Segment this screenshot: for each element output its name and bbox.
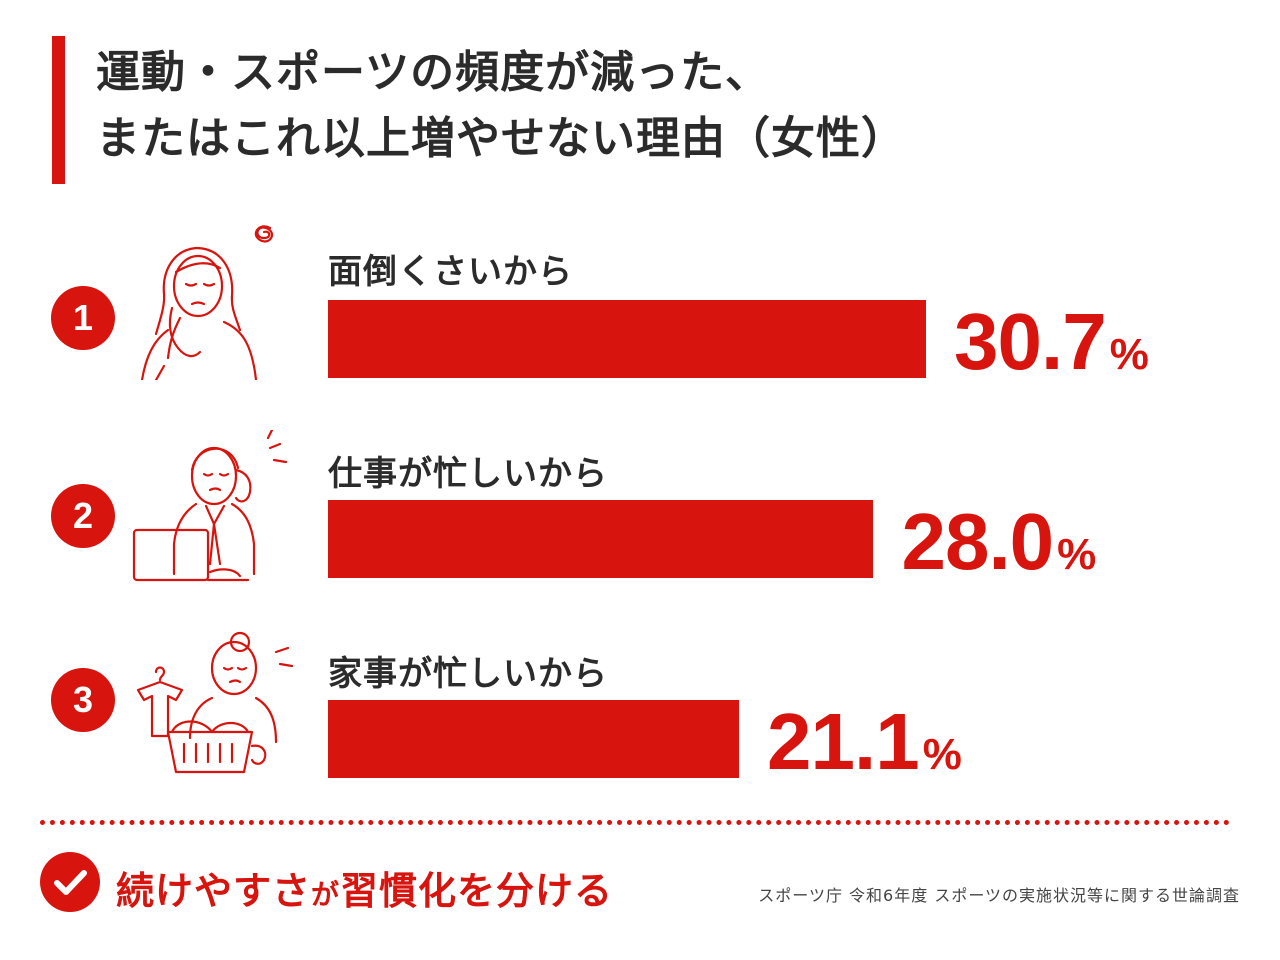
- chart-row-2: 2 仕事が忙しいから 28.0%: [0, 422, 1280, 592]
- value-label: 21.1%: [767, 696, 962, 788]
- bar: [328, 300, 927, 378]
- tagline: 続けやすさが習慣化を分ける: [116, 860, 613, 915]
- check-icon: [40, 852, 100, 912]
- tagline-part-2: が: [311, 878, 341, 911]
- value-number: 30.7: [954, 297, 1107, 386]
- value-number: 21.1: [767, 697, 920, 786]
- page-title: 運動・スポーツの頻度が減った、 またはこれ以上増やせない理由（女性）: [96, 40, 1196, 172]
- value-unit: %: [1057, 530, 1096, 579]
- value-label: 28.0%: [901, 496, 1096, 588]
- woman-laundry-icon: [136, 631, 294, 774]
- value-number: 28.0: [901, 497, 1054, 586]
- woman-tired-icon: [140, 225, 274, 380]
- bar: [328, 500, 874, 578]
- reason-label: 仕事が忙しいから: [328, 454, 608, 494]
- title-line-1: 運動・スポーツの頻度が減った、: [96, 47, 771, 98]
- woman-laptop-icon: [132, 430, 288, 582]
- value-label: 30.7%: [954, 296, 1149, 388]
- title-accent-bar: [52, 36, 65, 184]
- rank-badge: 1: [51, 286, 115, 350]
- value-unit: %: [922, 730, 962, 779]
- tagline-part-1: 続けやすさ: [116, 869, 312, 913]
- rank-badge: 3: [51, 668, 115, 732]
- tagline-part-3: 習慣化を分ける: [340, 869, 614, 913]
- chart-row-3: 3 家事が忙しいから 21.1%: [0, 622, 1280, 792]
- reason-label: 面倒くさいから: [328, 252, 573, 292]
- chart-row-1: 1 面倒くさいから 30.7%: [0, 222, 1280, 392]
- bar: [328, 700, 740, 778]
- title-line-2: またはこれ以上増やせない理由（女性）: [96, 113, 906, 164]
- value-unit: %: [1109, 330, 1149, 379]
- dotted-divider: [40, 820, 1230, 825]
- rank-badge: 2: [51, 484, 115, 548]
- source-note: スポーツ庁 令和6年度 スポーツの実施状況等に関する世論調査: [758, 886, 1240, 905]
- reason-label: 家事が忙しいから: [328, 654, 608, 694]
